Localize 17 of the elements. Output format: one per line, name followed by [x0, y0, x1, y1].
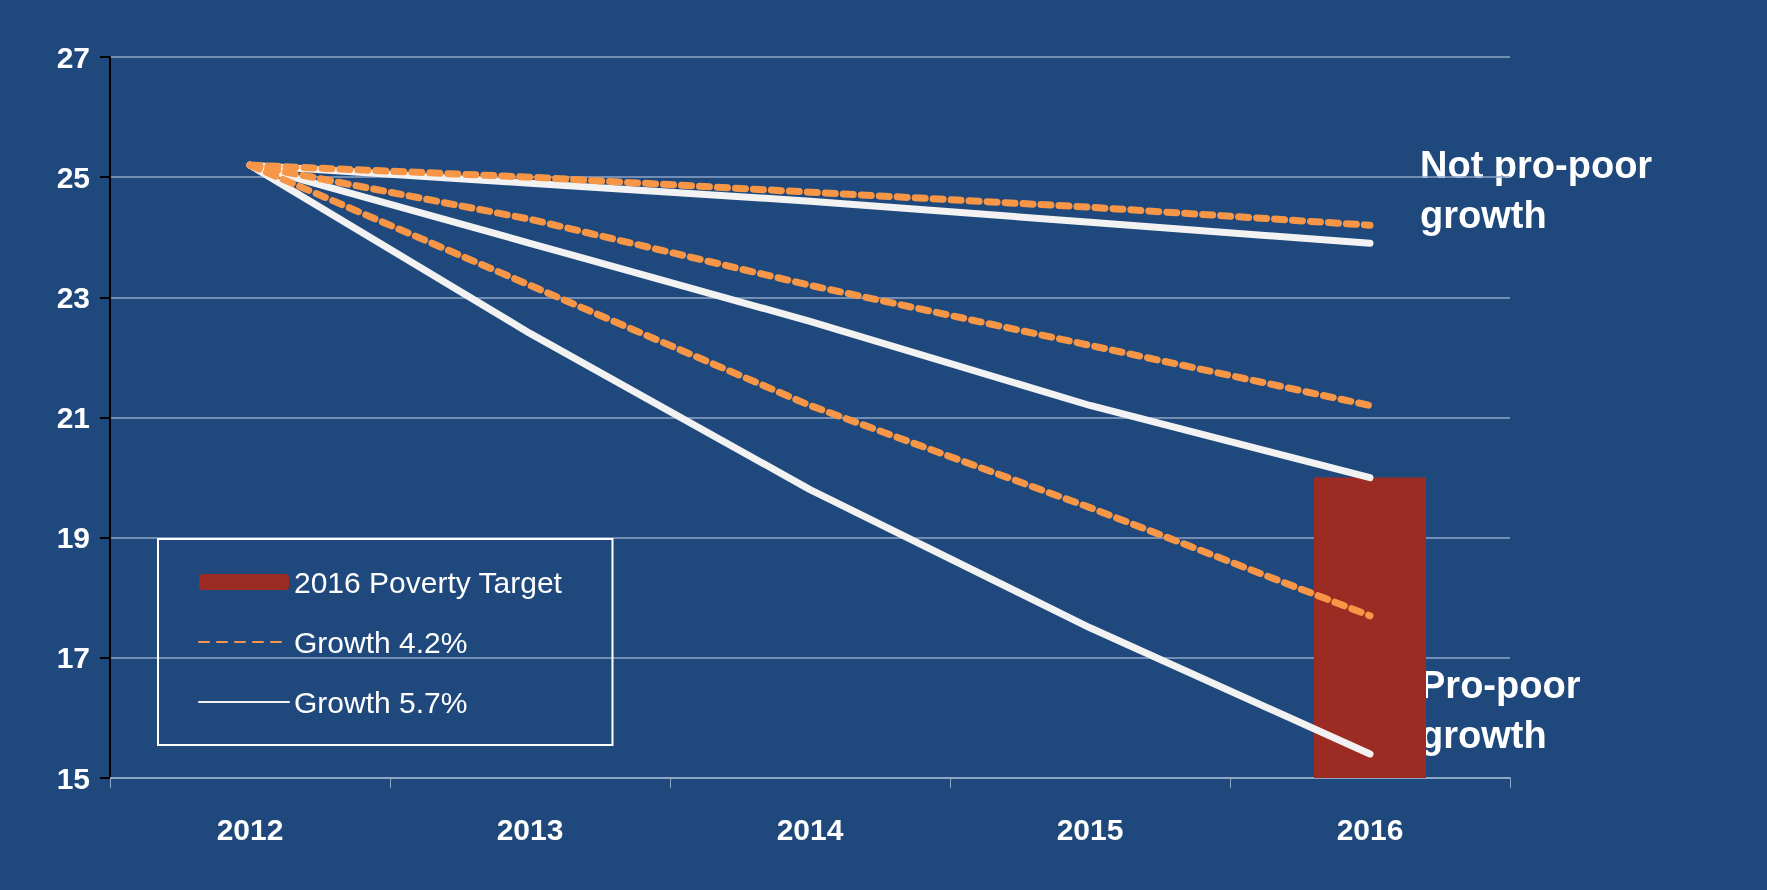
- y-tick-label: 27: [56, 40, 90, 74]
- y-tick-label: 23: [56, 280, 90, 314]
- y-tick-label: 15: [56, 761, 90, 795]
- annotation: Not pro-poor growth: [1420, 144, 1663, 236]
- x-tick-label: 2014: [776, 812, 844, 846]
- y-tick-label: 19: [56, 521, 90, 555]
- legend-label: Growth 4.2%: [294, 625, 468, 659]
- legend-label: 2016 Poverty Target: [294, 565, 563, 599]
- y-tick-label: 25: [56, 160, 90, 194]
- legend-label: Growth 5.7%: [294, 685, 468, 719]
- x-tick-label: 2016: [1336, 812, 1404, 846]
- annotation: Pro-poor growth: [1420, 664, 1591, 756]
- x-tick-label: 2013: [496, 812, 564, 846]
- y-tick-label: 17: [56, 641, 90, 675]
- x-tick-label: 2012: [216, 812, 284, 846]
- x-tick-label: 2015: [1056, 812, 1124, 846]
- y-tick-label: 21: [56, 401, 90, 434]
